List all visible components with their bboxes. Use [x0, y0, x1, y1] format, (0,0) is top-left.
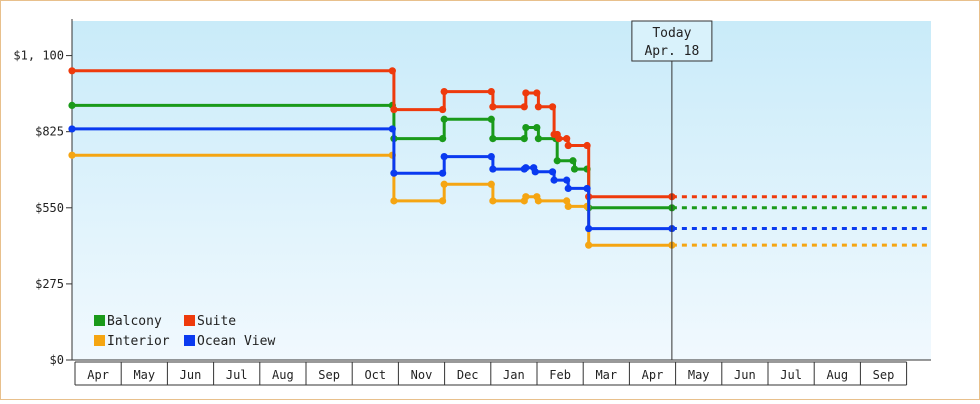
- legend-label: Interior: [107, 334, 170, 349]
- x-tick-label: Mar: [595, 368, 617, 382]
- data-point: [440, 153, 448, 161]
- data-point: [489, 165, 497, 173]
- data-point: [520, 135, 528, 143]
- data-point: [439, 105, 447, 114]
- data-point: [548, 103, 557, 111]
- data-point: [388, 67, 396, 75]
- x-tick-label: Jul: [226, 368, 248, 382]
- data-point: [388, 125, 396, 133]
- data-point: [68, 67, 76, 75]
- data-point: [440, 87, 448, 96]
- data-point: [570, 165, 579, 173]
- x-tick-label: Oct: [364, 368, 386, 382]
- data-point: [487, 153, 495, 161]
- data-point: [390, 169, 398, 177]
- data-point: [68, 101, 76, 110]
- data-point: [531, 168, 539, 176]
- data-point: [522, 164, 530, 172]
- data-point: [583, 184, 591, 193]
- data-point: [440, 115, 448, 123]
- data-point: [550, 176, 558, 184]
- data-point: [534, 197, 543, 205]
- data-point: [68, 151, 76, 159]
- data-point: [440, 180, 448, 188]
- y-tick-label: $275: [35, 277, 64, 291]
- data-point: [564, 184, 572, 193]
- data-point: [489, 197, 497, 205]
- legend-swatch: [184, 315, 195, 326]
- y-axis: $0 $275 $550 $825 $1, 100: [13, 19, 73, 367]
- data-point: [487, 115, 495, 123]
- data-point: [585, 241, 593, 249]
- data-point: [439, 135, 447, 143]
- data-point: [487, 180, 495, 188]
- data-point: [563, 176, 571, 184]
- data-point: [522, 193, 530, 201]
- data-point: [68, 125, 76, 133]
- x-tick-label: Apr: [642, 368, 664, 382]
- x-tick-label: Jan: [503, 368, 525, 382]
- today-label: Today: [652, 26, 691, 41]
- data-point: [534, 103, 543, 111]
- y-tick-label: $1, 100: [13, 49, 64, 63]
- x-tick-label: Jun: [734, 368, 756, 382]
- series-suite: [68, 67, 931, 201]
- data-point: [548, 168, 557, 176]
- data-point: [563, 197, 571, 205]
- data-point: [390, 105, 398, 114]
- today-box: [631, 20, 713, 62]
- x-tick-label: Dec: [457, 368, 479, 382]
- data-point: [522, 123, 530, 132]
- y-tick-label: $825: [35, 125, 64, 139]
- legend-label: Balcony: [107, 314, 162, 329]
- plot-area: [72, 21, 931, 360]
- x-tick-label: Aug: [272, 368, 294, 382]
- x-tick-label: Sep: [873, 368, 895, 382]
- legend-swatch: [94, 335, 105, 346]
- series-layer: [68, 67, 931, 249]
- x-tick-label: Feb: [549, 368, 571, 382]
- data-point: [585, 224, 593, 233]
- data-point: [489, 103, 497, 111]
- data-point: [564, 202, 572, 211]
- data-point: [553, 157, 561, 165]
- data-point: [583, 141, 591, 150]
- data-point: [489, 135, 497, 143]
- x-tick-label: Nov: [411, 368, 433, 382]
- data-point: [564, 141, 572, 150]
- data-point: [439, 197, 447, 205]
- legend: Balcony Suite Interior Ocean View: [94, 314, 275, 349]
- x-tick-label: Sep: [318, 368, 340, 382]
- data-point: [555, 135, 563, 143]
- series-ocean-view: [68, 125, 931, 233]
- x-tick-label: Jul: [780, 368, 802, 382]
- legend-label: Suite: [197, 314, 236, 329]
- data-point: [520, 103, 528, 111]
- x-tick-label: May: [133, 368, 155, 382]
- legend-swatch: [184, 335, 195, 346]
- data-point: [534, 135, 543, 143]
- legend-label: Ocean View: [197, 334, 275, 349]
- data-point: [533, 89, 541, 97]
- x-tick-label: Jun: [180, 368, 202, 382]
- data-point: [390, 197, 398, 205]
- data-point: [522, 89, 530, 97]
- y-tick-label: $550: [35, 201, 64, 215]
- legend-swatch: [94, 315, 105, 326]
- today-marker: Today Apr. 18: [631, 20, 713, 360]
- data-point: [533, 123, 541, 132]
- data-point: [563, 135, 571, 143]
- data-point: [439, 169, 447, 177]
- x-tick-label: Apr: [87, 368, 109, 382]
- x-tick-label: May: [688, 368, 710, 382]
- x-axis: Apr May Jun Jul Aug Sep Oct Nov Dec Jan Feb Mar Apr M…: [72, 359, 931, 386]
- data-point: [569, 157, 577, 165]
- y-tick-label: $0: [50, 353, 64, 367]
- today-date-label: Apr. 18: [644, 44, 699, 59]
- data-point: [487, 87, 495, 96]
- x-tick-label: Aug: [826, 368, 848, 382]
